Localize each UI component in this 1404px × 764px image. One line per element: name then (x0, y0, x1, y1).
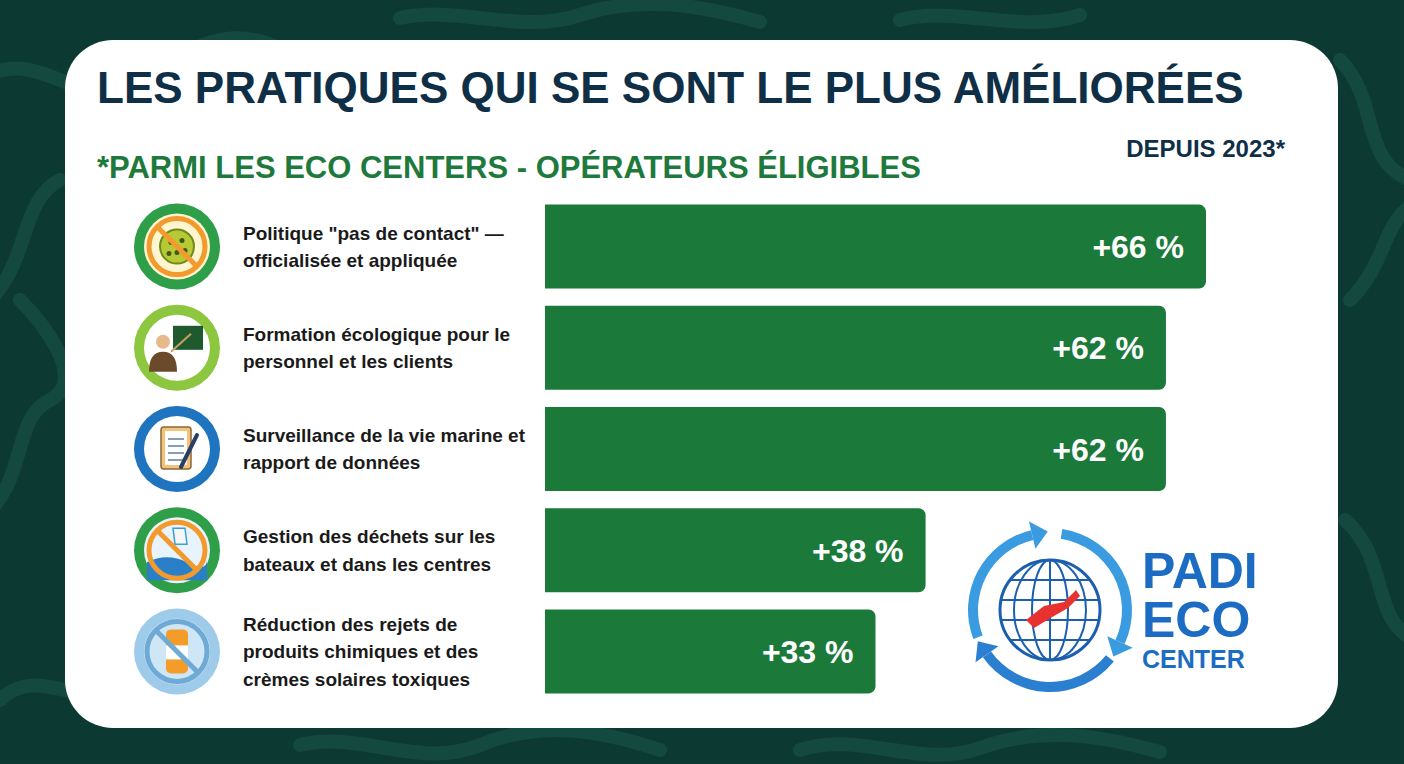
bars (545, 205, 1206, 694)
icon-ring (134, 305, 220, 391)
background-squiggle (800, 735, 1160, 755)
category-label: Gestion des déchets sur les bateaux et da… (243, 526, 495, 575)
icon-face (144, 214, 210, 280)
logo-text: ECO (1142, 592, 1250, 648)
annotation: DEPUIS 2023* (1126, 135, 1285, 162)
background-squiggle (0, 300, 65, 520)
bar (545, 609, 876, 693)
icon-ring (134, 608, 220, 694)
background-squiggle (1350, 200, 1404, 300)
category-labels: Politique "pas de contact" — officialisée… (243, 223, 526, 690)
icon-face (144, 517, 210, 583)
icon (134, 305, 220, 391)
category-label: Réduction des rejets de produits chimique… (243, 614, 478, 690)
icon-pen (181, 435, 197, 467)
icon-ban-slash (157, 227, 197, 267)
logo-diver (1026, 590, 1080, 628)
icon-face (144, 618, 210, 684)
background-squiggle (400, 4, 760, 22)
icon (134, 507, 220, 593)
logo-text: PADI (1142, 543, 1258, 599)
category-label-line: bateaux et dans les centres (243, 554, 491, 575)
background-squiggle (1345, 520, 1404, 640)
icon-bottle (173, 528, 187, 544)
bar (545, 508, 926, 592)
background-squiggle (300, 730, 660, 753)
icons (134, 204, 220, 695)
logo-meridian (1014, 560, 1086, 660)
icon-head (156, 335, 170, 349)
category-label-line: rapport de données (243, 452, 420, 473)
background-squiggle (0, 180, 60, 300)
icon-dot (180, 238, 185, 243)
icon-clipboard (161, 427, 191, 469)
background-squiggle (1340, 60, 1404, 180)
logo (968, 521, 1133, 692)
background-squiggle (900, 15, 1080, 22)
card (65, 40, 1338, 728)
logo-arrowhead (1029, 521, 1048, 548)
icon-ring (134, 406, 220, 492)
data-label: +33 % (762, 634, 854, 670)
icon-face (144, 416, 210, 482)
data-labels: +66 % +62 % +62 % +38 % +33 % (762, 229, 1184, 670)
icon-ring (134, 204, 220, 290)
icon-ban-slash (156, 630, 198, 672)
logo-text: CENTER (1142, 645, 1245, 673)
category-label-line: crèmes solaires toxiques (243, 669, 470, 690)
icon-ban (149, 219, 205, 275)
subtitle: *PARMI LES ECO CENTERS - OPÉRATEURS ÉLIG… (97, 150, 921, 185)
data-label: +38 % (812, 533, 904, 569)
icon-face (144, 315, 210, 381)
data-label: +62 % (1052, 330, 1144, 366)
title: LES PRATIQUES QUI SE SONT LE PLUS AMÉLIO… (97, 63, 1244, 112)
icon-ban-slash (157, 530, 197, 570)
category-label: Formation écologique pour le personnel et… (243, 324, 510, 373)
category-label-line: Formation écologique pour le (243, 324, 510, 345)
icon (134, 608, 220, 694)
category-label: Surveillance de la vie marine et rapport … (243, 425, 526, 474)
icon (134, 204, 220, 290)
category-label-line: Réduction des rejets de (243, 614, 457, 635)
category-label-line: Politique "pas de contact" — (243, 223, 504, 244)
category-label: Politique "pas de contact" — officialisée… (243, 223, 504, 272)
icon-line (168, 445, 184, 447)
category-label-line: personnel et les clients (243, 351, 453, 372)
icon-ban (147, 621, 207, 681)
icon-pointer (171, 334, 191, 352)
bar (545, 205, 1206, 289)
bar (545, 407, 1166, 491)
logo-arrowhead (1107, 636, 1132, 656)
icon-body (149, 352, 177, 372)
icon-line (168, 452, 184, 454)
category-label-line: Gestion des déchets sur les (243, 526, 495, 547)
background-pattern (0, 4, 1404, 755)
icon (134, 406, 220, 492)
icon-line (168, 459, 184, 461)
icon-line (168, 438, 184, 440)
background (0, 0, 1404, 764)
category-label-line: produits chimiques et des (243, 641, 478, 662)
chart-root: LES PRATIQUES QUI SE SONT LE PLUS AMÉLIO… (0, 0, 1404, 764)
logo-globe (1000, 560, 1100, 660)
category-label-line: officialisée et appliquée (243, 250, 457, 271)
logo-arrowhead (976, 641, 999, 662)
icon-dot (167, 251, 172, 256)
data-label: +66 % (1092, 229, 1184, 265)
bar (545, 306, 1166, 390)
category-label-line: Surveillance de la vie marine et (243, 425, 526, 446)
icon-ring (134, 507, 220, 593)
icon-ban (149, 522, 205, 578)
data-label: +62 % (1052, 432, 1144, 468)
